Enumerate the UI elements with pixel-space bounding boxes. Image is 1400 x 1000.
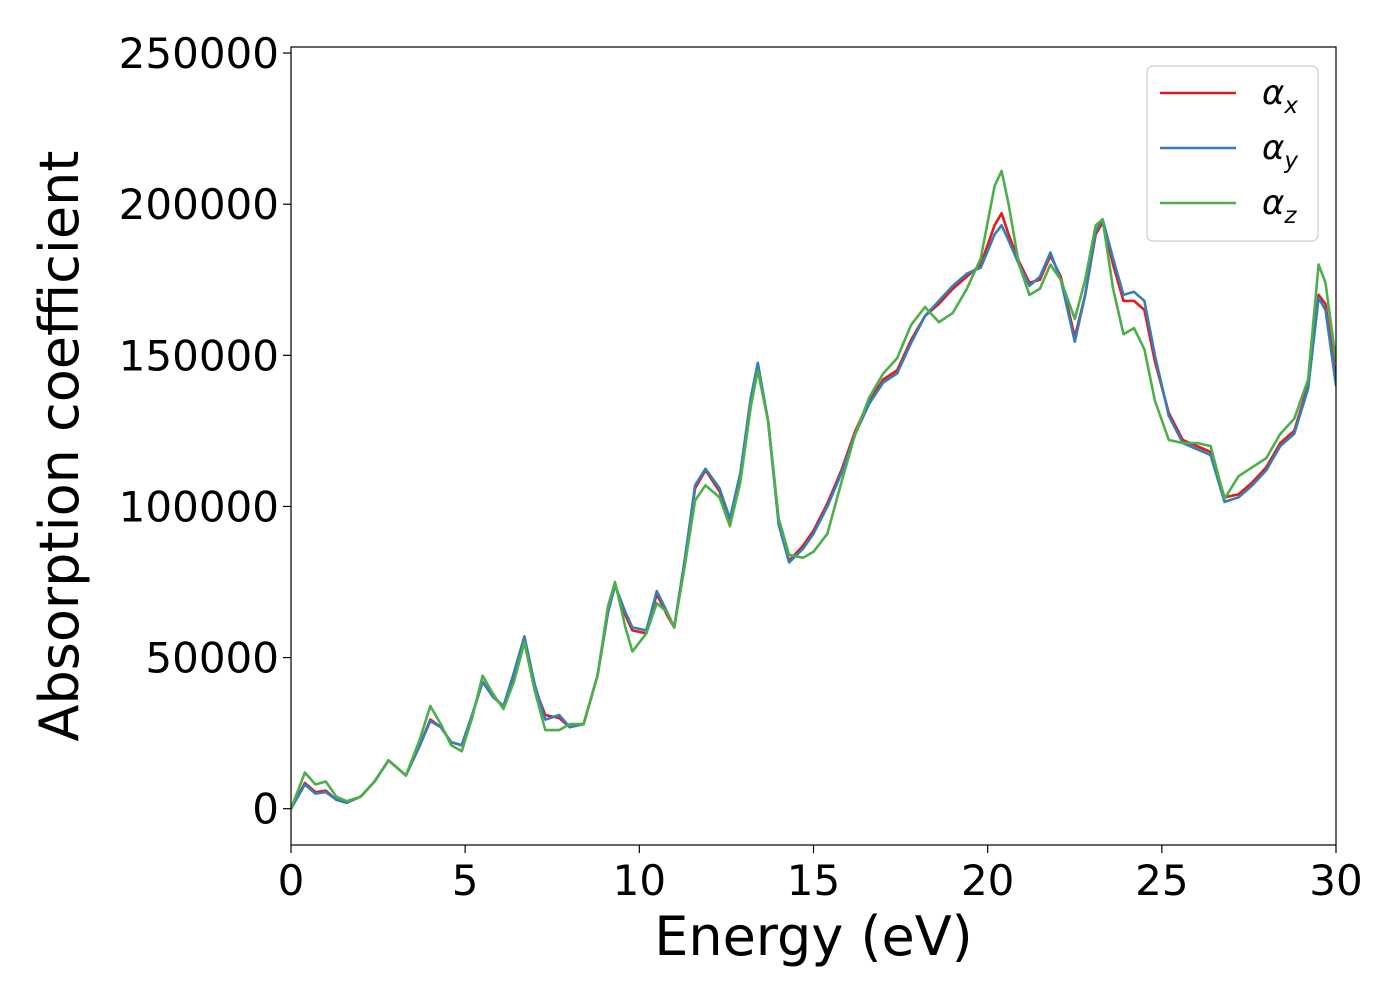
y-tick-label: 200000 [119, 180, 279, 229]
y-tick-label: 150000 [119, 331, 279, 380]
x-tick-label: 0 [278, 856, 305, 905]
legend-box [1146, 65, 1319, 242]
series-line-y [291, 218, 1336, 810]
ticks-layer: 0 5 10 15 20 25 30 0 50000 100000 150000 200000 2500… [119, 29, 1363, 905]
legend-label-x: αx [1262, 73, 1298, 119]
legend-label-z: αz [1262, 183, 1297, 229]
legend: αx αy αz [1146, 65, 1319, 242]
x-tick-label: 25 [1135, 856, 1188, 905]
y-axis-label: Absorption coefficient [28, 151, 91, 742]
x-tick-label: 15 [787, 856, 840, 905]
y-tick-label: 50000 [145, 634, 279, 683]
y-tick-label: 0 [252, 785, 279, 834]
x-tick-label: 20 [961, 856, 1014, 905]
series-line-z [291, 169, 1336, 810]
legend-label-y: αy [1262, 128, 1298, 174]
y-tick-label: 250000 [119, 29, 279, 78]
x-tick-label: 5 [452, 856, 479, 905]
x-tick-label: 30 [1309, 856, 1362, 905]
x-tick-label: 10 [613, 856, 666, 905]
y-tick-label: 100000 [119, 482, 279, 531]
series-layer [291, 169, 1336, 810]
x-axis-label: Energy (eV) [654, 905, 973, 968]
